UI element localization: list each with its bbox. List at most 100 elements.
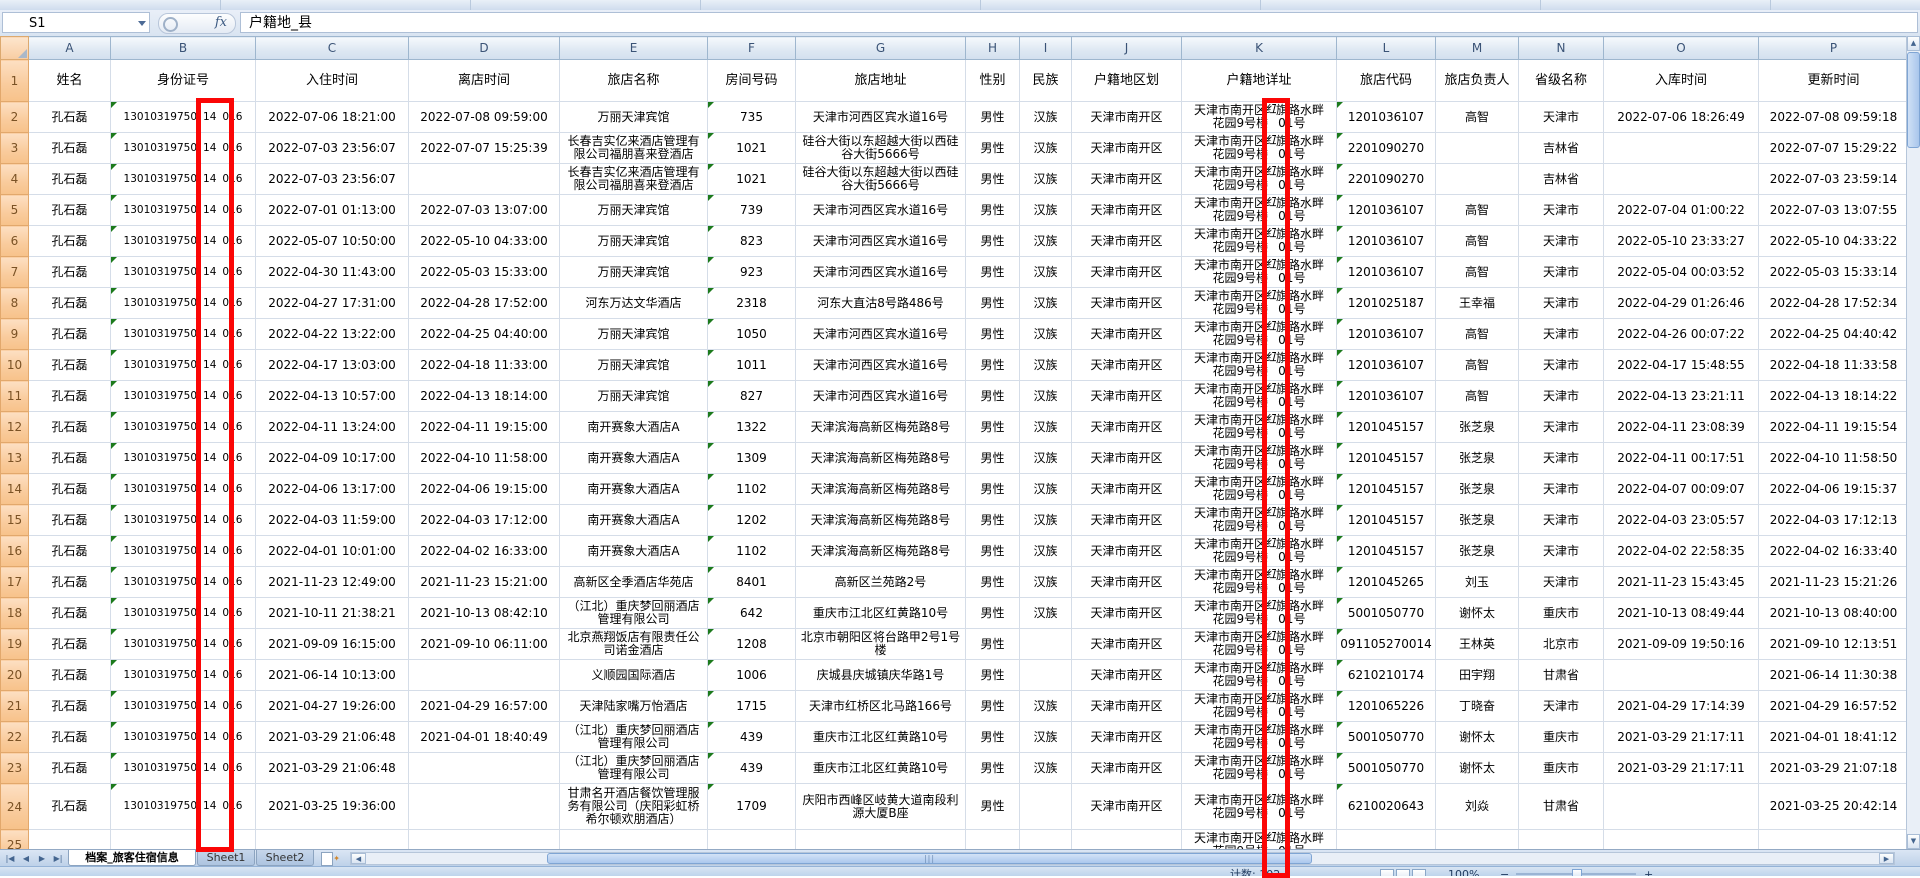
cell-hotel-address[interactable]: 北京市朝阳区将台路甲2号1号楼	[795, 628, 966, 660]
cell-manager[interactable]: 高智	[1435, 349, 1519, 381]
cell-region[interactable]: 天津市南开区	[1071, 411, 1182, 443]
cell-province[interactable]: 天津市	[1518, 535, 1604, 567]
cell-residence-address[interactable]: 天津市南开区红旗路水畔花园9号楼01号	[1181, 225, 1337, 257]
cell-checkin[interactable]: 2022-07-06 18:21:00	[255, 101, 409, 133]
cell-province[interactable]: 天津市	[1518, 690, 1604, 722]
header-cell-C1[interactable]: 入住时间	[255, 59, 409, 102]
cell-empty[interactable]	[1019, 829, 1072, 849]
cell-ethnicity[interactable]: 汉族	[1019, 411, 1072, 443]
cell-manager[interactable]: 谢怀太	[1435, 721, 1519, 753]
cell-entry-time[interactable]: 2022-05-10 23:33:27	[1603, 225, 1759, 257]
cell-hotel-code[interactable]: 2201090270	[1336, 163, 1436, 195]
cell-empty[interactable]	[707, 829, 796, 849]
cell-update-time[interactable]: 2021-09-10 12:13:51	[1758, 628, 1907, 660]
row-header[interactable]: 3	[0, 132, 29, 164]
cell-hotel-name[interactable]: 万丽天津宾馆	[559, 225, 708, 257]
header-cell-N1[interactable]: 省级名称	[1518, 59, 1604, 102]
cell-update-time[interactable]: 2022-04-03 17:12:13	[1758, 504, 1907, 536]
row-header[interactable]: 1	[0, 59, 29, 102]
cell-empty[interactable]	[795, 829, 966, 849]
column-header-C[interactable]: C	[255, 36, 409, 60]
cell-checkin[interactable]: 2021-06-14 10:13:00	[255, 659, 409, 691]
cell-checkout[interactable]: 2021-04-01 18:40:49	[408, 721, 560, 753]
page-layout-view-button[interactable]	[1396, 869, 1410, 876]
cell-manager[interactable]: 谢怀太	[1435, 752, 1519, 784]
cell-hotel-name[interactable]: 北京燕翔饭店有限责任公司诺金酒店	[559, 628, 708, 660]
cell-name[interactable]: 孔石磊	[28, 349, 111, 381]
cell-checkin[interactable]: 2022-04-09 10:17:00	[255, 442, 409, 474]
cell-ethnicity[interactable]	[1019, 628, 1072, 660]
cell-hotel-code[interactable]: 091105270014	[1336, 628, 1436, 660]
cell-hotel-code[interactable]: 1201045157	[1336, 411, 1436, 443]
cell-checkin[interactable]: 2021-03-29 21:06:48	[255, 752, 409, 784]
cell-checkout[interactable]: 2022-05-10 04:33:00	[408, 225, 560, 257]
cell-province[interactable]: 天津市	[1518, 225, 1604, 257]
cell-id-number[interactable]: 13010319750 14 016	[110, 721, 256, 753]
cell-entry-time[interactable]: 2022-04-03 23:05:57	[1603, 504, 1759, 536]
cell-hotel-name[interactable]: 南开赛象大酒店A	[559, 411, 708, 443]
header-cell-A1[interactable]: 姓名	[28, 59, 111, 102]
cell-id-number[interactable]: 13010319750 14 016	[110, 535, 256, 567]
cell-hotel-code[interactable]: 5001050770	[1336, 597, 1436, 629]
cell-name[interactable]: 孔石磊	[28, 597, 111, 629]
cell-residence-address[interactable]: 天津市南开区红旗路水畔花园9号楼01号	[1181, 659, 1337, 691]
column-header-H[interactable]: H	[965, 36, 1020, 60]
cell-id-number[interactable]: 13010319750 14 016	[110, 504, 256, 536]
header-cell-I1[interactable]: 民族	[1019, 59, 1072, 102]
cell-province[interactable]: 重庆市	[1518, 597, 1604, 629]
row-header[interactable]: 5	[0, 194, 29, 226]
cell-gender[interactable]: 男性	[965, 194, 1020, 226]
cell-name[interactable]: 孔石磊	[28, 411, 111, 443]
row-header[interactable]: 11	[0, 380, 29, 412]
cell-checkin[interactable]: 2021-03-25 19:36:00	[255, 783, 409, 830]
cell-province[interactable]: 天津市	[1518, 194, 1604, 226]
row-header[interactable]: 15	[0, 504, 29, 536]
cell-name[interactable]: 孔石磊	[28, 752, 111, 784]
cell-ethnicity[interactable]: 汉族	[1019, 752, 1072, 784]
cell-ethnicity[interactable]	[1019, 659, 1072, 691]
cell-room-number[interactable]: 823	[707, 225, 796, 257]
cell-ethnicity[interactable]: 汉族	[1019, 473, 1072, 505]
cell-id-number[interactable]: 13010319750 14 016	[110, 473, 256, 505]
cell-name[interactable]: 孔石磊	[28, 442, 111, 474]
column-header-L[interactable]: L	[1336, 36, 1436, 60]
cell-room-number[interactable]: 642	[707, 597, 796, 629]
zoom-in-button[interactable]: +	[1644, 868, 1654, 876]
cell-checkout[interactable]: 2022-04-18 11:33:00	[408, 349, 560, 381]
cell-manager[interactable]: 高智	[1435, 256, 1519, 288]
cell-room-number[interactable]: 2318	[707, 287, 796, 319]
cell-province[interactable]: 北京市	[1518, 628, 1604, 660]
cell-hotel-code[interactable]: 1201036107	[1336, 225, 1436, 257]
cell-gender[interactable]: 男性	[965, 318, 1020, 350]
cell-ethnicity[interactable]: 汉族	[1019, 721, 1072, 753]
cell-room-number[interactable]: 1322	[707, 411, 796, 443]
cell-gender[interactable]: 男性	[965, 783, 1020, 830]
cell-hotel-name[interactable]: 万丽天津宾馆	[559, 194, 708, 226]
name-box-dropdown-icon[interactable]	[138, 21, 146, 26]
cell-manager[interactable]: 王幸福	[1435, 287, 1519, 319]
cell-gender[interactable]: 男性	[965, 349, 1020, 381]
cell-empty[interactable]	[1435, 829, 1519, 849]
cell-residence-address[interactable]: 天津市南开区红旗路水畔花园9号楼01号	[1181, 535, 1337, 567]
cell-gender[interactable]: 男性	[965, 411, 1020, 443]
cell-room-number[interactable]: 827	[707, 380, 796, 412]
cell-manager[interactable]: 丁晓奋	[1435, 690, 1519, 722]
cell-region[interactable]: 天津市南开区	[1071, 132, 1182, 164]
header-cell-M1[interactable]: 旅店负责人	[1435, 59, 1519, 102]
cell-hotel-name[interactable]: 万丽天津宾馆	[559, 380, 708, 412]
cell-checkin[interactable]: 2022-04-22 13:22:00	[255, 318, 409, 350]
cell-manager[interactable]: 王林英	[1435, 628, 1519, 660]
cell-checkin[interactable]: 2022-04-27 17:31:00	[255, 287, 409, 319]
cell-province[interactable]: 天津市	[1518, 287, 1604, 319]
cell-residence-address[interactable]: 天津市南开区红旗路水畔花园9号楼01号	[1181, 829, 1337, 849]
cell-empty[interactable]	[1518, 829, 1604, 849]
cell-id-number[interactable]: 13010319750 14 016	[110, 442, 256, 474]
cell-region[interactable]: 天津市南开区	[1071, 752, 1182, 784]
cell-hotel-address[interactable]: 天津市河西区宾水道16号	[795, 256, 966, 288]
cell-checkin[interactable]: 2021-10-11 21:38:21	[255, 597, 409, 629]
cell-ethnicity[interactable]: 汉族	[1019, 225, 1072, 257]
cell-ethnicity[interactable]: 汉族	[1019, 566, 1072, 598]
cell-name[interactable]: 孔石磊	[28, 473, 111, 505]
cell-residence-address[interactable]: 天津市南开区红旗路水畔花园9号楼01号	[1181, 380, 1337, 412]
cell-entry-time[interactable]: 2022-04-17 15:48:55	[1603, 349, 1759, 381]
